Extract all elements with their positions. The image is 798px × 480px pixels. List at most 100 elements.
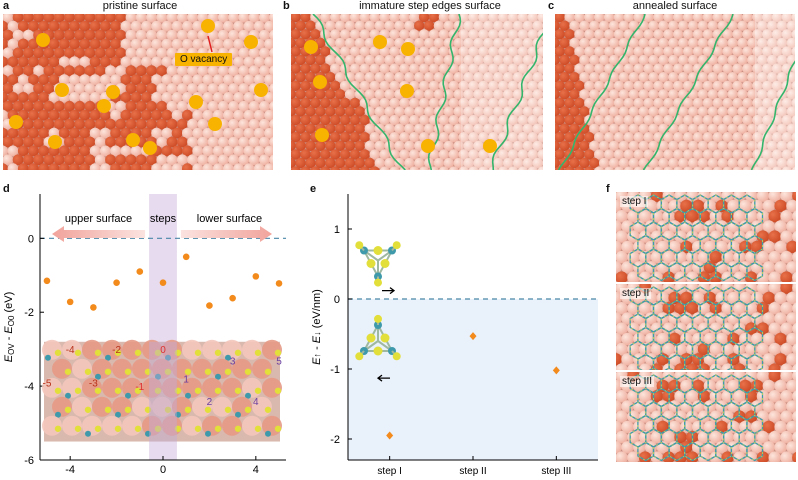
steps-label: steps xyxy=(150,213,177,225)
upper-surface-label: upper surface xyxy=(65,213,132,225)
mos2-hexagon-s xyxy=(738,313,756,333)
mos2-hexagon-s xyxy=(684,388,701,407)
inset-s-atom xyxy=(84,368,92,375)
mos2-hexagon-s xyxy=(707,286,724,306)
inset-s-atom xyxy=(84,406,92,413)
upper-surface-arrow xyxy=(52,226,146,242)
mos2-hexagon-s xyxy=(746,415,763,434)
inset-mo-atom xyxy=(55,411,61,418)
inset-site-label: -5 xyxy=(43,378,52,389)
inset-mo-atom xyxy=(215,373,221,380)
inset-s-atom xyxy=(94,387,102,394)
panel-d-label: d xyxy=(3,183,10,195)
annealed-surface-atoms xyxy=(555,14,795,170)
inset-s-atom xyxy=(254,349,262,356)
inset-s-atom xyxy=(274,349,282,356)
inset-structure xyxy=(42,339,282,442)
inset-s-atom xyxy=(244,368,252,375)
y-tick-label: 1 xyxy=(334,224,340,236)
inset-s-atom xyxy=(124,368,132,375)
inset-s-atom xyxy=(234,349,242,356)
mos2-hexagon-s xyxy=(738,248,756,268)
mos2-hexagon-s xyxy=(684,354,701,370)
inset-s-atom xyxy=(194,349,202,356)
oxygen-vacancy-marker xyxy=(244,35,258,49)
panel-b-title: immature step edges surface xyxy=(359,0,501,12)
inset-mo-atom xyxy=(145,430,151,437)
mos2-hexagon-s xyxy=(746,354,763,370)
inset-s-atom xyxy=(224,406,232,413)
data-point-e xyxy=(386,431,394,440)
inset-s-atom xyxy=(74,387,82,394)
step-edge-line xyxy=(642,14,734,170)
oxygen-vacancy-marker xyxy=(373,35,387,49)
mos2-hexagon-s xyxy=(684,300,701,319)
lower-surface-arrow xyxy=(180,226,272,242)
inset-s-atom xyxy=(114,387,122,394)
y-tick-label: -2 xyxy=(330,434,340,446)
lower-terrace-shade xyxy=(461,14,543,170)
oxygen-vacancy-marker xyxy=(208,117,222,131)
immature-step-image xyxy=(291,14,543,170)
panel-a-title: pristine surface xyxy=(102,0,178,12)
mos2-hexagon-s xyxy=(738,221,756,241)
inset-mo-atom xyxy=(45,354,51,361)
oxygen-vacancy-marker xyxy=(106,85,120,99)
inset-s-atom xyxy=(254,387,262,394)
pristine-surface-image xyxy=(3,14,273,170)
y-tick-label: -6 xyxy=(24,455,34,467)
data-point-d xyxy=(252,273,260,280)
oxygen-vacancy-marker xyxy=(126,133,140,147)
oxygen-vacancy-marker xyxy=(36,33,50,47)
inset-s-atom xyxy=(174,387,182,394)
chart-e: 1 0 -1 -2 step I step II step III E↑ - E↓ (eV/n… xyxy=(311,194,598,477)
inset-s-atom xyxy=(154,349,162,356)
inset-s-atom xyxy=(54,387,62,394)
inset-s-atom xyxy=(274,425,282,432)
x-tick-label: 4 xyxy=(253,464,259,476)
step-iii-image xyxy=(616,372,796,462)
inset-s-atom xyxy=(174,425,182,432)
data-point-d xyxy=(229,294,236,302)
inset-s-atom xyxy=(114,425,122,432)
mos2-hexagon-s xyxy=(738,340,756,360)
inset-s-atom xyxy=(154,425,162,432)
panel-f-label: f xyxy=(606,183,610,195)
inset-s-atom xyxy=(194,425,202,432)
immature-step-atoms xyxy=(291,14,543,170)
mos2-hexagon-s xyxy=(746,235,763,254)
data-point-d xyxy=(159,279,167,286)
mos2-hexagon-s xyxy=(746,442,763,461)
mos2-hexagon-s xyxy=(684,262,701,281)
mos2-hexagon-s xyxy=(738,374,756,394)
step-edge-line xyxy=(750,60,795,170)
inset-site-label: 0 xyxy=(160,345,166,356)
mos2-hexagon-s xyxy=(746,262,763,281)
inset-site-label: -2 xyxy=(112,345,121,356)
inset-site-label: -3 xyxy=(89,378,98,389)
data-point-d xyxy=(206,302,213,309)
pristine-surface-atoms xyxy=(3,14,273,170)
data-point-e xyxy=(552,366,560,375)
oxygen-vacancy-marker xyxy=(401,42,415,56)
mos2-hexagon-s xyxy=(707,340,724,360)
mos2-hexagon-s xyxy=(707,428,724,448)
step-edge-line xyxy=(491,32,543,170)
molecule-lower xyxy=(355,314,401,361)
data-point-d xyxy=(90,304,97,311)
mos2-hexagon-s xyxy=(707,313,724,333)
inset-s-atom xyxy=(74,349,82,356)
oxygen-vacancy-marker xyxy=(55,83,69,97)
inset-s-atom xyxy=(74,425,82,432)
oxygen-vacancy-marker xyxy=(97,99,111,113)
data-point-d xyxy=(43,277,51,285)
y-tick-label: 0 xyxy=(334,294,340,306)
arrow-left-icon xyxy=(376,374,390,382)
data-point-d xyxy=(113,279,120,286)
mos2-hexagon-s xyxy=(738,401,756,421)
inset-s-atom xyxy=(184,368,192,375)
inset-s-atom xyxy=(104,368,112,375)
inset-site-label: -4 xyxy=(66,345,75,356)
inset-s-atom xyxy=(174,349,182,356)
mos2-hexagon-s xyxy=(738,286,756,306)
